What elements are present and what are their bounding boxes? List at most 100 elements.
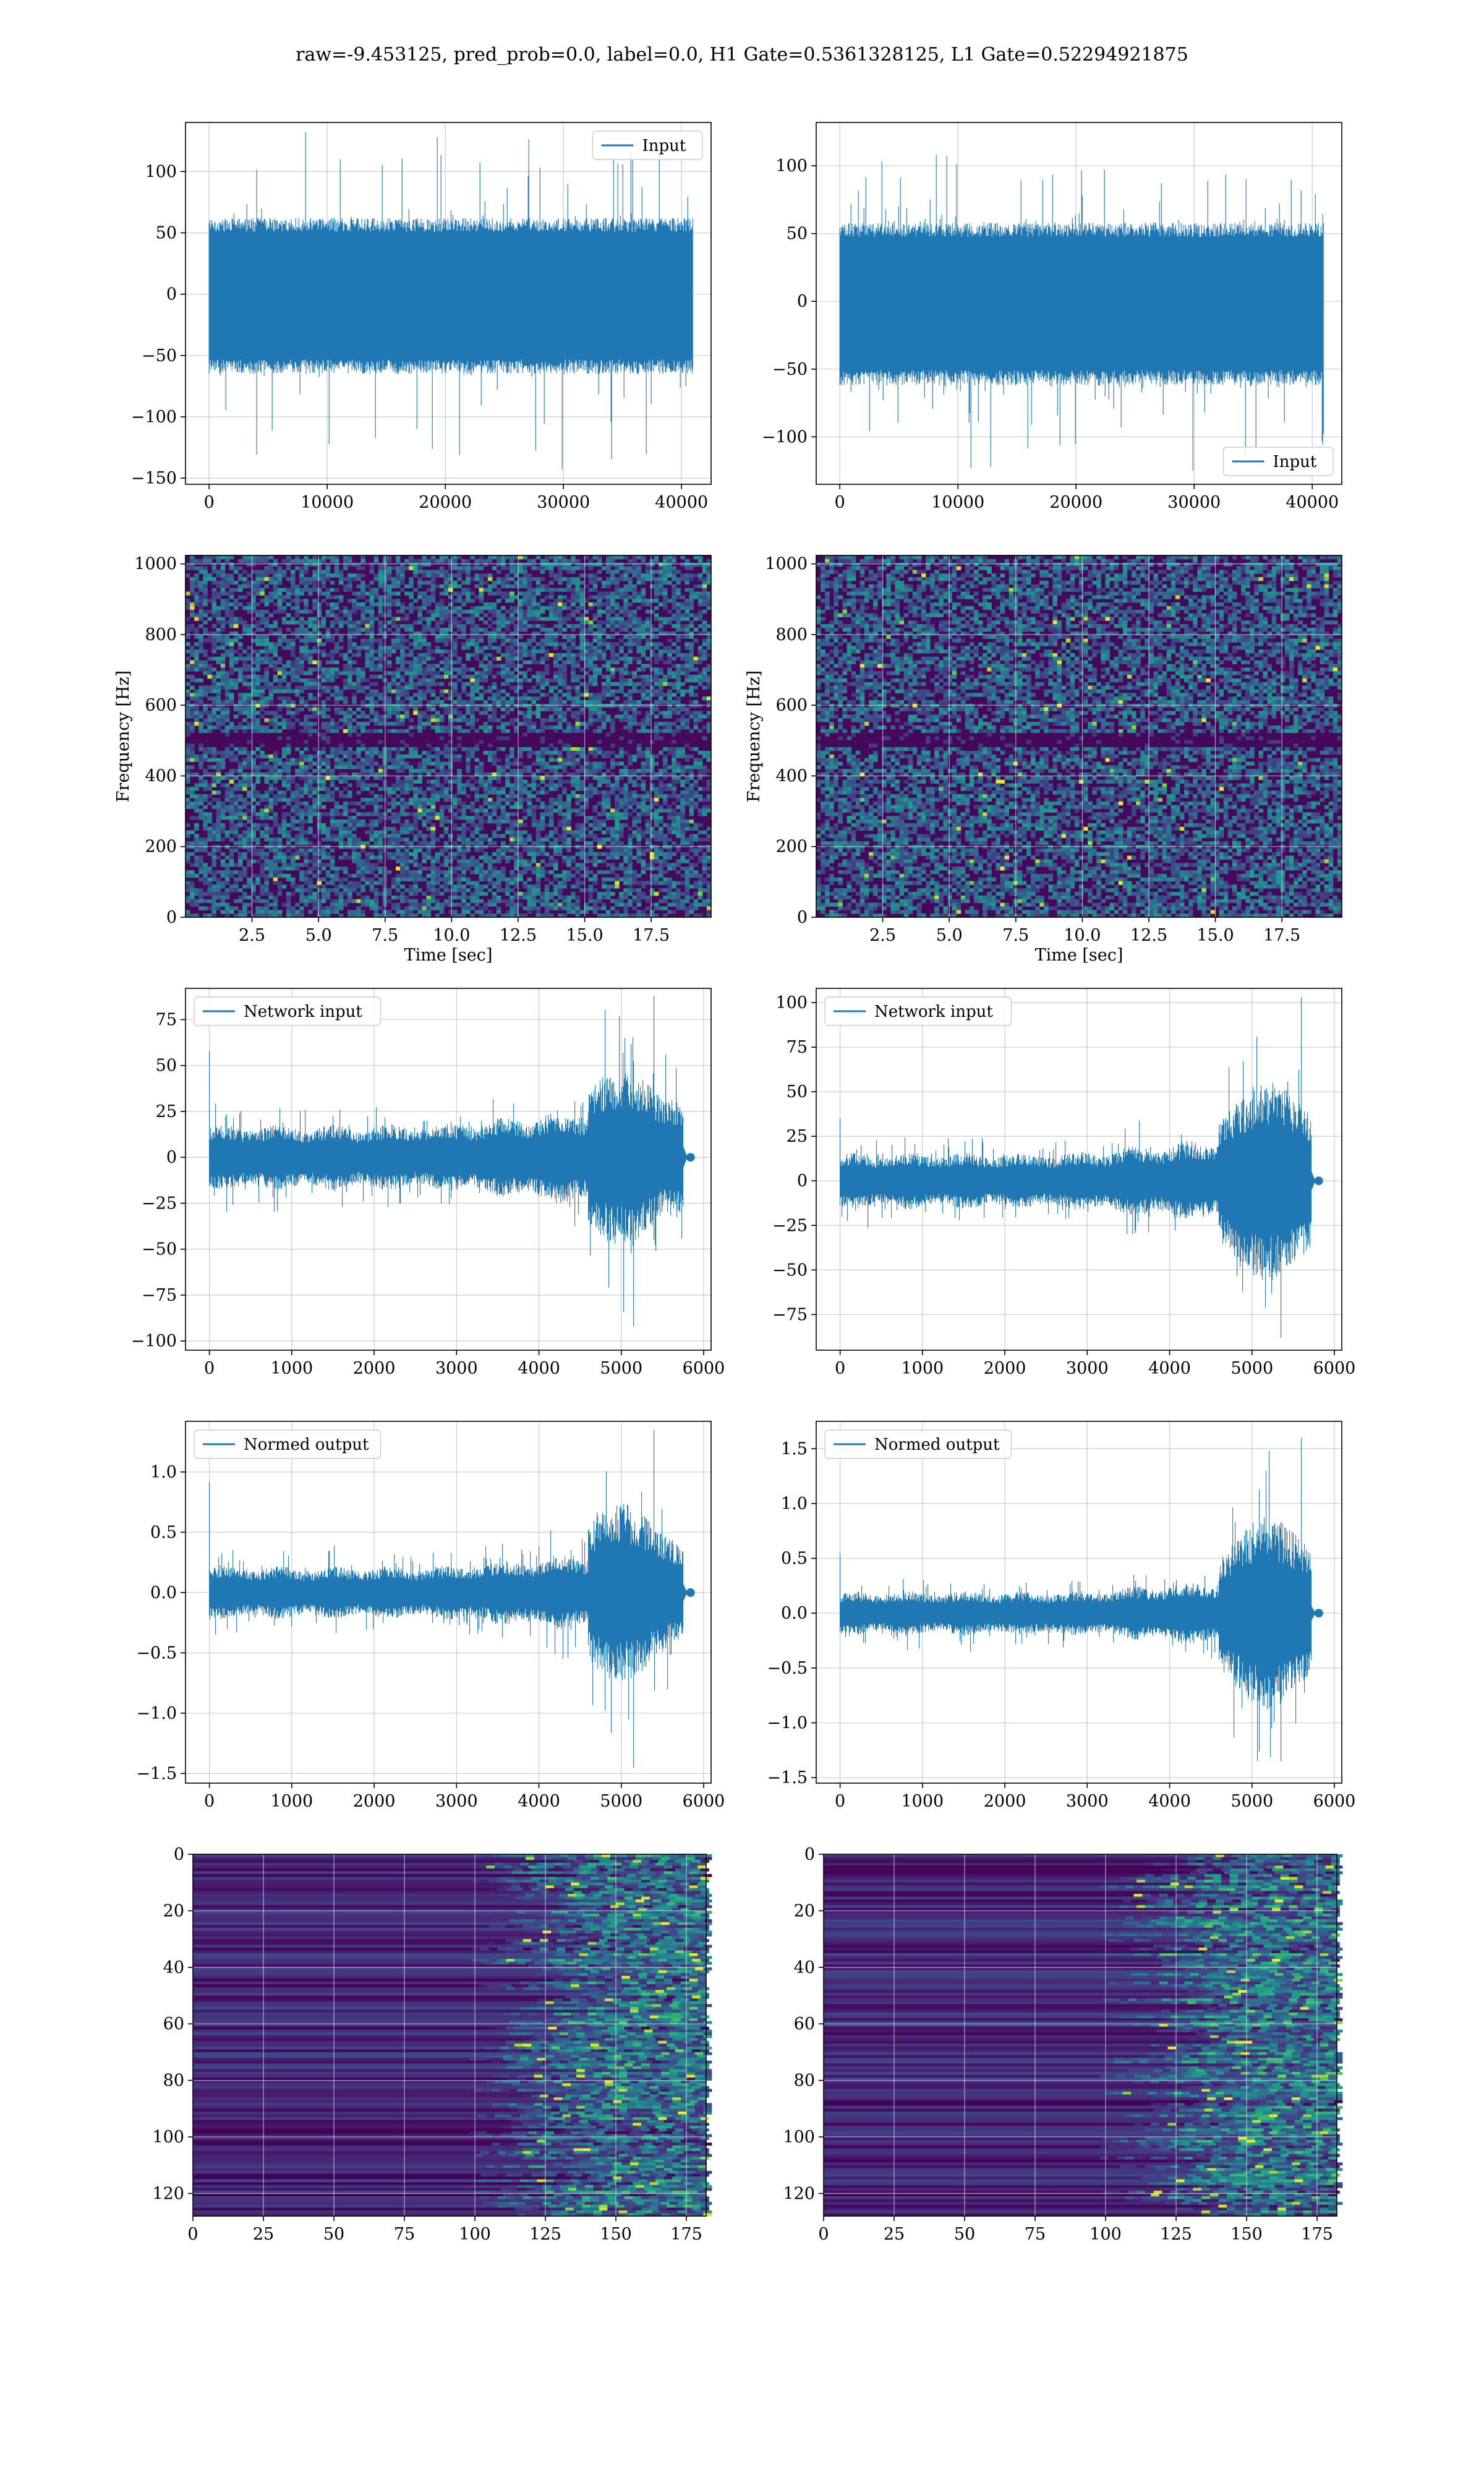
x-tick-label: 75 xyxy=(1025,2225,1046,2244)
y-tick-label: 1.0 xyxy=(150,1463,177,1482)
y-tick-label: 75 xyxy=(156,1010,177,1029)
y-tick-label: 600 xyxy=(145,696,177,715)
y-tick-label: 200 xyxy=(145,837,177,857)
x-tick-label: 4000 xyxy=(518,1792,560,1811)
legend: Normed output xyxy=(824,1429,1012,1459)
y-tick-label: 600 xyxy=(775,696,808,715)
spectrogram-cells xyxy=(816,555,1342,918)
x-tick-label: 4000 xyxy=(1148,1359,1191,1378)
x-tick-label: 5000 xyxy=(1230,1359,1273,1378)
line-chart-panel: 0 1000 2000 3000 4000 5000 6000 −1.5 −1.0 −0.5 0.0… xyxy=(136,1421,725,1811)
x-tick-label: 17.5 xyxy=(633,926,670,945)
y-tick-label: 100 xyxy=(775,156,808,176)
legend: Network input xyxy=(194,996,382,1026)
x-tick-label: 150 xyxy=(1230,2225,1263,2244)
axes-frame xyxy=(816,555,1342,918)
y-tick-label: 120 xyxy=(152,2184,184,2203)
y-tick-label: 0 xyxy=(797,1171,808,1191)
line-chart-panel: 0 1000 2000 3000 4000 5000 6000 −1.5 −1.0 −0.5 0.0… xyxy=(767,1421,1355,1811)
line-chart-panel: 0 10000 20000 30000 40000 −150 −100 −50 0 50 100 In… xyxy=(131,122,712,512)
y-tick-label: 80 xyxy=(794,2071,815,2091)
x-tick-label: 6000 xyxy=(1313,1359,1356,1378)
axes-frame xyxy=(185,555,712,918)
y-tick-label: 1000 xyxy=(134,555,177,574)
x-tick-label: 0 xyxy=(204,493,215,512)
x-tick-label: 3000 xyxy=(435,1359,478,1378)
series-line xyxy=(839,155,1324,471)
x-tick-label: 0 xyxy=(204,1792,215,1811)
y-tick-label: 800 xyxy=(145,625,177,644)
y-tick-label: −100 xyxy=(762,427,808,447)
x-tick-label: 2.5 xyxy=(869,926,896,945)
y-tick-label: −75 xyxy=(772,1305,808,1324)
x-tick-label: 125 xyxy=(1160,2225,1192,2244)
axes-frame xyxy=(816,988,1342,1351)
series-end-marker xyxy=(686,1153,695,1162)
y-tick-label: −150 xyxy=(131,469,177,488)
x-tick-label: 1000 xyxy=(271,1792,313,1811)
x-tick-label: 3000 xyxy=(1066,1792,1109,1811)
x-tick-label: 10.0 xyxy=(1064,926,1101,945)
y-tick-label: 1.0 xyxy=(781,1494,808,1513)
y-tick-label: 0 xyxy=(174,1845,184,1864)
x-tick-label: 12.5 xyxy=(500,926,537,945)
y-tick-label: 0 xyxy=(804,1845,815,1864)
x-tick-label: 6000 xyxy=(683,1359,725,1378)
x-tick-label: 5.0 xyxy=(305,926,332,945)
x-tick-label: 5000 xyxy=(1230,1792,1273,1811)
legend: Network input xyxy=(824,996,1012,1026)
x-tick-label: 2000 xyxy=(353,1359,396,1378)
y-tick-label: −50 xyxy=(772,360,808,379)
x-tick-label: 6000 xyxy=(683,1792,725,1811)
legend-label: Network input xyxy=(244,1003,362,1021)
y-tick-label: 20 xyxy=(794,1901,815,1920)
x-tick-label: 100 xyxy=(459,2225,491,2244)
y-tick-label: 100 xyxy=(145,162,177,181)
x-tick-label: 50 xyxy=(323,2225,344,2244)
series-end-marker xyxy=(1314,1609,1323,1618)
series-line xyxy=(209,995,688,1327)
spectrogram-cells xyxy=(186,555,712,918)
series-line xyxy=(840,1437,1316,1761)
legend-box xyxy=(194,1429,382,1459)
feature-map-cells xyxy=(193,1854,712,2217)
y-tick-label: 1000 xyxy=(765,555,808,574)
y-tick-label: 0 xyxy=(166,285,177,304)
legend: Normed output xyxy=(194,1429,382,1459)
x-tick-label: 5000 xyxy=(600,1359,642,1378)
x-tick-label: 100 xyxy=(1090,2225,1122,2244)
y-tick-label: −100 xyxy=(131,408,177,427)
x-tick-label: 17.5 xyxy=(1263,926,1300,945)
y-tick-label: −0.5 xyxy=(767,1659,808,1678)
x-tick-label: 10000 xyxy=(931,493,984,512)
x-tick-label: 3000 xyxy=(1066,1359,1109,1378)
x-tick-label: 30000 xyxy=(537,493,590,512)
y-tick-label: 60 xyxy=(794,2014,815,2034)
spectrogram-panel: 2.5 5.0 7.5 10.0 12.5 15.0 17.5 0 200 400 600 800 10… xyxy=(114,555,712,965)
legend-label: Normed output xyxy=(874,1436,1000,1454)
x-tick-label: 0 xyxy=(835,1792,845,1811)
y-tick-label: −25 xyxy=(772,1216,808,1235)
y-tick-label: −50 xyxy=(772,1261,808,1280)
axes-frame xyxy=(823,1854,1337,2217)
y-tick-label: 800 xyxy=(775,625,808,644)
y-tick-label: −1.0 xyxy=(767,1714,808,1733)
legend-box xyxy=(194,996,382,1026)
x-tick-label: 5000 xyxy=(600,1792,642,1811)
y-tick-label: 40 xyxy=(163,1958,184,1977)
x-tick-label: 7.5 xyxy=(1002,926,1029,945)
y-tick-label: 0.0 xyxy=(150,1583,177,1603)
y-tick-label: 0.5 xyxy=(781,1549,808,1569)
x-tick-label: 40000 xyxy=(655,493,708,512)
x-tick-label: 0 xyxy=(187,2225,198,2244)
axes-frame xyxy=(185,988,712,1351)
series-end-marker xyxy=(1314,1176,1323,1186)
x-tick-label: 40000 xyxy=(1286,493,1339,512)
x-tick-label: 2000 xyxy=(984,1359,1026,1378)
y-axis-label: Frequency [Hz] xyxy=(744,670,764,802)
y-tick-label: 80 xyxy=(163,2071,184,2091)
y-tick-label: 0 xyxy=(797,908,808,927)
y-tick-label: 100 xyxy=(152,2128,184,2147)
x-tick-label: 2000 xyxy=(984,1792,1026,1811)
spectrogram-panel: 2.5 5.0 7.5 10.0 12.5 15.0 17.5 0 200 400 600 800 10… xyxy=(744,555,1342,965)
